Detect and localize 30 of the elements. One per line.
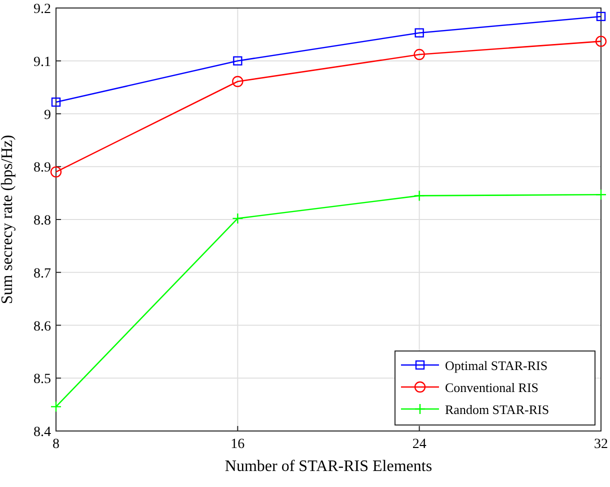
y-tick-label: 8.7 — [34, 266, 51, 282]
legend-label: Conventional RIS — [445, 380, 539, 395]
point — [233, 56, 242, 66]
point — [50, 166, 62, 178]
point — [595, 189, 607, 200]
point — [232, 212, 244, 224]
point — [414, 190, 425, 202]
x-tick-label: 24 — [412, 437, 426, 452]
point — [414, 48, 425, 60]
point — [51, 98, 61, 107]
x-tick-label: 32 — [594, 437, 608, 452]
point — [595, 36, 607, 47]
point — [50, 401, 62, 412]
y-tick-label: 8.5 — [34, 372, 51, 388]
legend-label: Optimal STAR-RIS — [445, 358, 548, 373]
legend-label: Random STAR-RIS — [445, 402, 550, 417]
x-tick-label: 16 — [230, 437, 245, 452]
point — [414, 28, 424, 38]
x-tick-label: 8 — [52, 437, 60, 452]
y-tick-label: 8.8 — [34, 214, 51, 228]
y-tick-label: 9 — [44, 108, 51, 123]
y-tick-label: 8.6 — [34, 319, 51, 334]
point — [596, 12, 606, 22]
y-tick-label: 8.4 — [34, 425, 51, 440]
x-axis-title: Number of STAR-RIS Elements — [224, 458, 432, 475]
y-axis-title: Sum secrecy rate (bps/Hz) — [0, 134, 16, 304]
y-tick-label: 8.9 — [34, 160, 51, 176]
y-tick-label: 9.2 — [34, 2, 51, 17]
point — [232, 76, 244, 88]
y-tick-label: 9.1 — [34, 54, 51, 70]
